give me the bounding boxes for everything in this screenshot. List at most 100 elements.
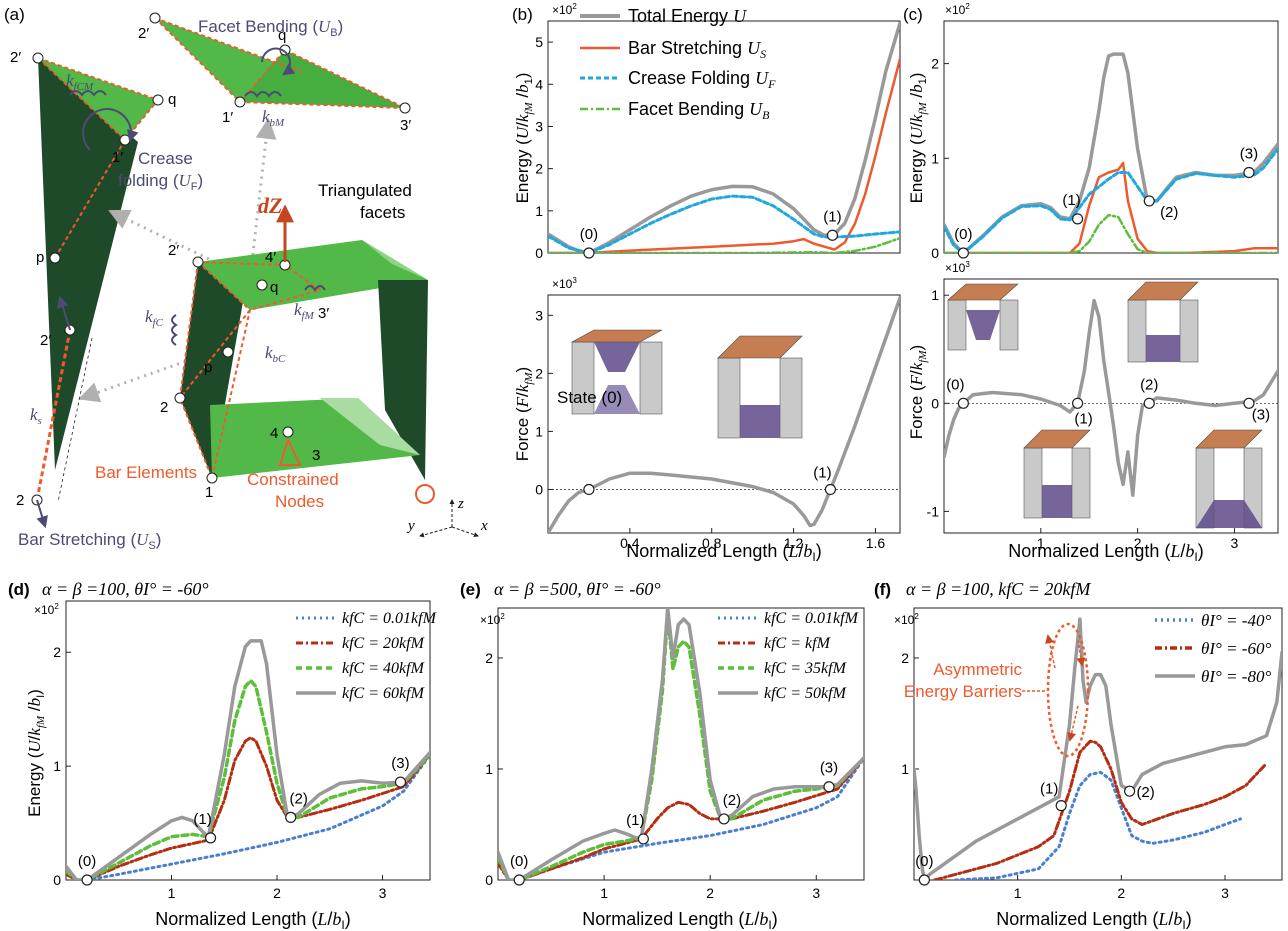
panel-d-frame xyxy=(65,600,431,881)
crease-label-2: folding (UF) xyxy=(118,171,203,193)
node-label-2p-tube: 2′ xyxy=(168,242,179,259)
x-axis xyxy=(451,526,479,538)
panel-c-force-plot: -1 0 1 1 2 3 (0) (1) (2) (3) xyxy=(927,287,1278,551)
node-q-tube xyxy=(256,279,268,291)
state-point xyxy=(1243,166,1255,179)
state-point xyxy=(1143,397,1155,409)
series-line-d-2 xyxy=(66,678,430,880)
x-tick-label: 0.8 xyxy=(702,535,722,551)
tube-right-wall xyxy=(378,280,428,480)
node-label-q-a: q xyxy=(168,91,176,108)
kfm-spring xyxy=(304,285,326,292)
constrained-circle xyxy=(415,484,435,504)
panel-c-xlabel: Normalized Length (L/bI) xyxy=(1008,541,1203,564)
state-point xyxy=(204,832,217,844)
tube-top-face xyxy=(198,240,428,310)
node-label-4-tube: 4 xyxy=(270,425,278,442)
node-label-3p-tube: 3′ xyxy=(318,305,329,322)
state-point-label: (1) xyxy=(193,811,211,828)
state-point xyxy=(1055,800,1067,812)
state-point xyxy=(957,397,969,409)
panel-c-bottom-ylabel: Force (F/kfM) xyxy=(907,345,929,439)
series-line-e-1 xyxy=(498,756,864,880)
state-point-label: (0) xyxy=(510,853,528,870)
triangulated-label-2: facets xyxy=(360,203,405,222)
x-tick-label: 3 xyxy=(1231,535,1239,551)
state-point xyxy=(957,247,969,259)
y-tick-label: 0 xyxy=(485,872,493,888)
axis-x-label: x xyxy=(480,518,488,534)
state-point-label: (1) xyxy=(626,812,644,829)
annotation-asymmetric: Asymmetric xyxy=(933,660,1022,679)
state-point xyxy=(918,874,930,886)
node-label-3-tube: 3 xyxy=(312,447,320,464)
panel-c-insets xyxy=(947,281,1263,529)
state-point xyxy=(583,483,595,496)
x-tick-label: 1 xyxy=(600,885,608,901)
node-label-p-tube: p xyxy=(204,359,212,376)
x-tick-label: 1 xyxy=(168,885,176,901)
axes-triad xyxy=(419,499,479,538)
y-tick-label: 2 xyxy=(535,365,543,381)
f-legend-text-3: θI° = -80° xyxy=(1201,667,1271,686)
state-point xyxy=(823,781,835,793)
bar-edge-left xyxy=(178,261,213,479)
bar-tension-arrow-top xyxy=(57,295,71,331)
x-tick-label: 0.4 xyxy=(620,535,640,551)
kfc-spring xyxy=(171,314,178,346)
panel-e-scale: ×102 xyxy=(480,612,505,627)
f-legend-text-2: θI° = -60° xyxy=(1201,639,1271,658)
bending-bar-1 xyxy=(154,17,303,73)
node-1p-a xyxy=(119,134,131,146)
panel-b-force-plot: 0 1 2 3 0.4 0.8 1.2 1.6 (1) xyxy=(535,296,900,551)
y-axis xyxy=(419,526,453,538)
state-point-label: (2) xyxy=(1136,784,1154,801)
series-line-b-energy-3 xyxy=(548,236,900,253)
state-0-label: State (0) xyxy=(557,388,622,407)
x-tick-label: 3 xyxy=(812,885,820,901)
y-tick-label: 0 xyxy=(535,481,543,497)
bar-element xyxy=(31,295,93,529)
panel-b-bottom-frame xyxy=(547,294,901,534)
dz-label: dZ xyxy=(258,193,282,218)
origami-tube xyxy=(171,204,435,504)
state-point xyxy=(1143,195,1155,207)
d-legend-text-1: kfC = 0.01kfM xyxy=(342,610,438,627)
panel-b-bottom-scale: ×103 xyxy=(552,276,577,291)
y-tick-label: 5 xyxy=(535,34,543,50)
legend-text-crease: Crease Folding UF xyxy=(628,68,776,91)
panel-b-top-ylabel: Energy (U/kfM /b1) xyxy=(513,73,535,204)
state-point-label: (2) xyxy=(1140,376,1158,393)
series-line-f-2 xyxy=(914,617,1282,880)
d-legend-text-4: kfC = 60kfM xyxy=(342,685,426,702)
panel-e-label: (e) xyxy=(460,580,481,599)
state-point-label: (3) xyxy=(1252,406,1270,423)
state-point xyxy=(513,874,525,886)
state-point-label: (3) xyxy=(1240,146,1258,163)
panel-c-energy-plot: 0 1 2 (0) (1) (2) (3) xyxy=(931,52,1278,261)
state-point xyxy=(1124,785,1136,797)
node-label-2-bar: 2 xyxy=(16,492,24,509)
panel-c-top-frame xyxy=(943,20,1279,254)
x-tick-label: 1 xyxy=(1014,885,1022,901)
x-tick-label: 1.6 xyxy=(866,535,886,551)
panel-f-plot: 1 2 1 2 3 (0) (1) (2) xyxy=(901,617,1282,901)
tube-bottom-light xyxy=(320,398,420,455)
y-tick-label: 1 xyxy=(535,423,543,439)
panel-a-label: (a) xyxy=(4,5,25,24)
x-tick-label: 2 xyxy=(706,885,714,901)
tube-inset-state1 xyxy=(717,335,803,439)
panel-d-label: (d) xyxy=(8,580,30,599)
tube-inset-c3 xyxy=(1195,429,1263,529)
y-tick-label: 1 xyxy=(53,758,61,774)
node-label-1-tube: 1 xyxy=(205,484,213,501)
x-tick-label: 1 xyxy=(1037,535,1045,551)
state-point-label: (2) xyxy=(723,792,741,809)
state-point-label: (0) xyxy=(580,226,598,243)
series-line-d-1 xyxy=(66,736,430,880)
panel-f-legend: θI° = -40° θI° = -60° θI° = -80° xyxy=(1155,611,1271,686)
state-point-label: (2) xyxy=(290,790,308,807)
state-point-label: (1) xyxy=(823,208,841,225)
panel-e-legend: kfC = 0.01kfM kfC = kfM kfC = 35kfM kfC … xyxy=(718,610,860,702)
state-point xyxy=(583,247,595,259)
